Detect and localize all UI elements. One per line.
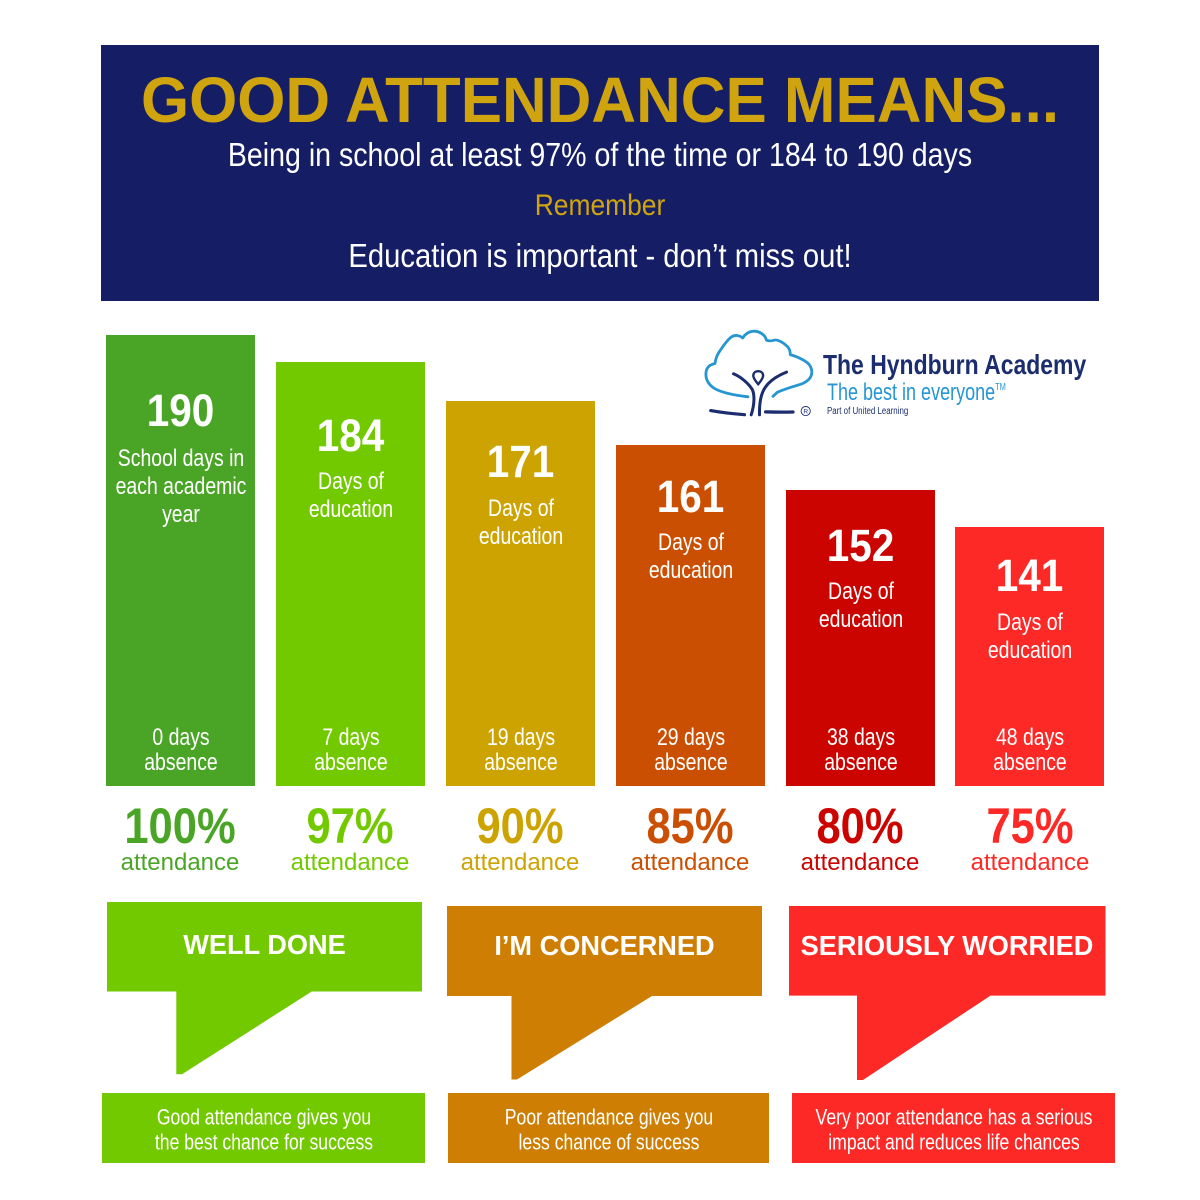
svg-text:R: R	[803, 408, 808, 415]
